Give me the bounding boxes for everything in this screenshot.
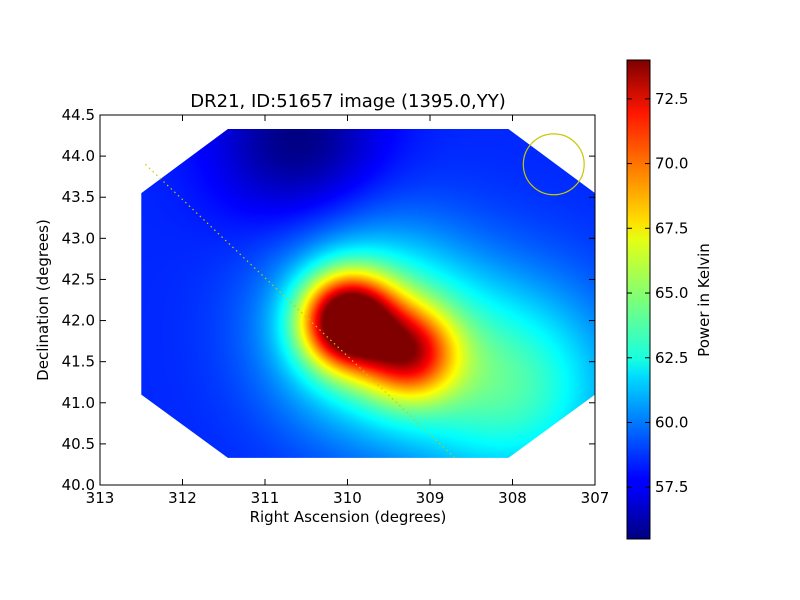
colorbar-tick-label: 60.0 <box>655 413 688 431</box>
y-tick-label: 43.0 <box>62 229 95 247</box>
x-tick-label: 312 <box>168 489 197 507</box>
colorbar-frame <box>626 59 651 540</box>
y-tick-label: 40.0 <box>62 476 95 494</box>
y-tick-label: 44.0 <box>62 147 95 165</box>
y-tick-label: 41.0 <box>62 394 95 412</box>
y-tick-label: 43.5 <box>62 188 95 206</box>
y-axis-label: Declination (degrees) <box>34 219 52 381</box>
colorbar-tick-label: 57.5 <box>655 478 688 496</box>
y-tick-label: 44.5 <box>62 106 95 124</box>
colorbar-tick-label: 70.0 <box>655 155 688 173</box>
colorbar-label: Power in Kelvin <box>695 243 713 357</box>
y-tick-label: 42.5 <box>62 270 95 288</box>
x-tick-label: 311 <box>251 489 280 507</box>
x-axis: 313 312 311 310 309 308 307 <box>86 115 610 507</box>
chart-title: DR21, ID:51657 image (1395.0,YY) <box>190 91 505 112</box>
y-tick-label: 41.5 <box>62 353 95 371</box>
x-tick-label: 308 <box>498 489 527 507</box>
scan-track-line <box>144 163 456 459</box>
x-tick-label: 307 <box>581 489 610 507</box>
colorbar-tick-label: 72.5 <box>655 90 688 108</box>
x-tick-label: 309 <box>416 489 445 507</box>
colorbar-tick-label: 62.5 <box>655 349 688 367</box>
colorbar-gradient <box>627 60 650 539</box>
colorbar-ticks: 57.5 60.0 62.5 65.0 67.5 70.0 72.5 <box>627 90 688 496</box>
x-axis-label: Right Ascension (degrees) <box>250 508 447 526</box>
x-tick-label: 310 <box>333 489 362 507</box>
y-tick-label: 40.5 <box>62 435 95 453</box>
x-tick-label: 313 <box>86 489 115 507</box>
colorbar-tick-label: 65.0 <box>655 284 688 302</box>
colorbar-tick-label: 67.5 <box>655 219 688 237</box>
heatmap-image <box>141 129 595 458</box>
beam-circle <box>522 133 585 196</box>
y-axis: 40.0 40.5 41.0 41.5 42.0 42.5 43.0 43.5 44.0 44.5 <box>62 106 595 494</box>
colorbar: 57.5 60.0 62.5 65.0 67.5 70.0 72.5 Power in Ke… <box>626 59 713 540</box>
plot-area: 313 312 311 310 309 308 307 40.0 40.5 41.0 41.5 42… <box>62 106 610 507</box>
y-tick-label: 42.0 <box>62 312 95 330</box>
